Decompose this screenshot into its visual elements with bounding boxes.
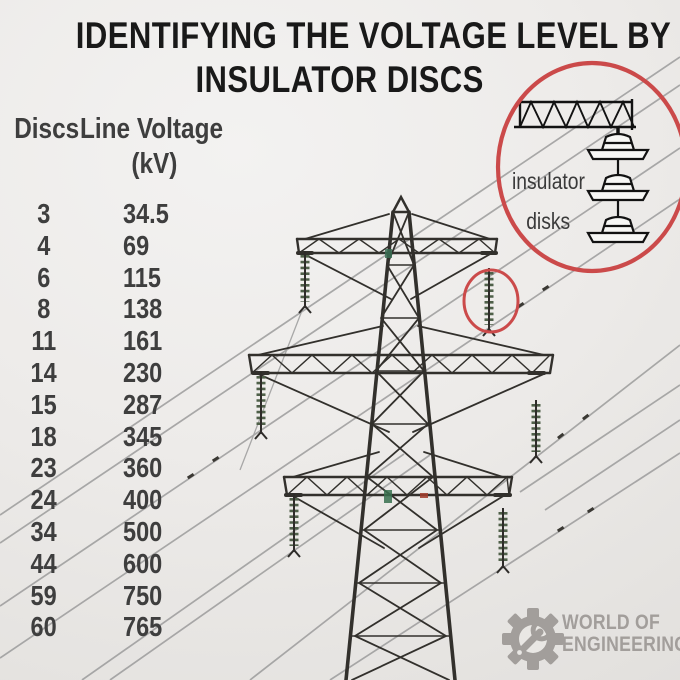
power-line-wires <box>0 56 680 680</box>
insulator-string <box>287 494 301 558</box>
highlight-circle-small <box>462 268 520 334</box>
inset-circle <box>495 60 680 274</box>
table-row: 14 230 <box>30 356 163 388</box>
table-header: Discs Line Voltage <box>8 112 234 146</box>
cross-arm-middle <box>247 325 555 433</box>
table-row: 44 600 <box>30 547 163 579</box>
inset-crossarm-truss <box>514 99 636 133</box>
table-body: 3 34.5 4 69 6 115 8 138 11 161 14 230 15 287 18… <box>8 198 234 643</box>
insulator-string <box>529 400 543 464</box>
table-row: 8 138 <box>37 293 163 325</box>
inset-disc <box>586 127 650 161</box>
insulator-string <box>496 508 510 574</box>
table-row: 24 400 <box>30 484 163 516</box>
insulator-string <box>254 372 268 440</box>
insulator-strings <box>254 251 543 574</box>
inset-label-line-2: disks <box>525 208 571 234</box>
table-row: 3 34.5 <box>37 198 169 229</box>
table-row: 15 287 <box>30 388 163 420</box>
tower-marker-plates <box>384 249 428 503</box>
wire-clamp-marks <box>186 284 595 533</box>
col-header-discs: Discs <box>14 113 80 145</box>
gear-wrench-icon <box>502 608 564 670</box>
logo-text-line-2: ENGINEERING <box>562 633 680 656</box>
insulator-string <box>298 251 312 314</box>
cross-arm-lower <box>282 451 514 549</box>
table-row: 34 500 <box>30 515 163 547</box>
table-row: 4 69 <box>37 229 150 261</box>
cross-arm-top <box>295 213 499 300</box>
voltage-table: Discs Line Voltage (kV) 3 34.5 4 69 6 115 8… <box>8 112 234 643</box>
table-row: 11 161 <box>31 325 163 357</box>
col-header-unit: (kV) <box>130 148 178 180</box>
title-line-2: INSULATOR DISCS <box>195 59 485 100</box>
logo-text-line-1: WORLD OF <box>562 611 661 634</box>
table-row: 60 765 <box>30 611 163 643</box>
inset-insulator-disc-drawing <box>495 60 680 274</box>
lattice-tower <box>247 194 555 680</box>
inset-disc <box>586 159 650 202</box>
table-row: 23 360 <box>30 452 163 484</box>
inset-disc <box>586 200 650 244</box>
table-row: 6 115 <box>37 261 161 293</box>
table-row: 18 345 <box>30 420 163 452</box>
page-title: IDENTIFYING THE VOLTAGE LEVEL BY NUMBER … <box>0 14 680 102</box>
col-header-line-voltage: Line Voltage <box>80 113 224 145</box>
table-row: 59 750 <box>30 579 163 611</box>
inset-label-line-1: insulator <box>511 168 585 194</box>
title-line-1: IDENTIFYING THE VOLTAGE LEVEL BY NUMBER … <box>75 15 680 56</box>
